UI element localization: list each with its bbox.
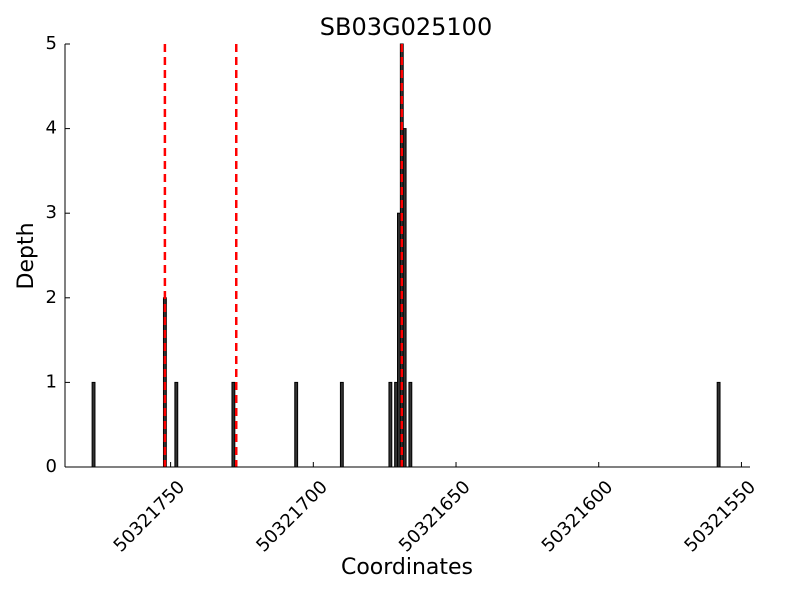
bar [339,381,344,468]
bar [174,381,179,468]
bar [294,381,299,468]
x-tick-label: 50321550 [680,477,760,557]
y-tick-label: 1 [46,371,57,392]
bar [408,381,413,468]
x-tick-label: 50321650 [395,477,475,557]
x-tick-label: 50321750 [110,477,190,557]
bar [402,128,407,468]
y-tick-label: 3 [46,202,57,223]
y-tick-label: 2 [46,287,57,308]
x-tick-label: 50321600 [538,477,618,557]
bar [91,381,96,468]
bar [388,381,393,468]
x-axis-label: Coordinates [341,555,473,580]
chart-title: SB03G025100 [320,13,492,41]
x-tick-label: 50321700 [252,477,332,557]
y-tick-label: 5 [46,33,57,54]
y-axis-label: Depth [14,222,39,289]
y-tick-label: 4 [46,118,57,139]
y-tick-label: 0 [46,456,57,477]
bar [231,381,236,468]
bar [716,381,721,468]
